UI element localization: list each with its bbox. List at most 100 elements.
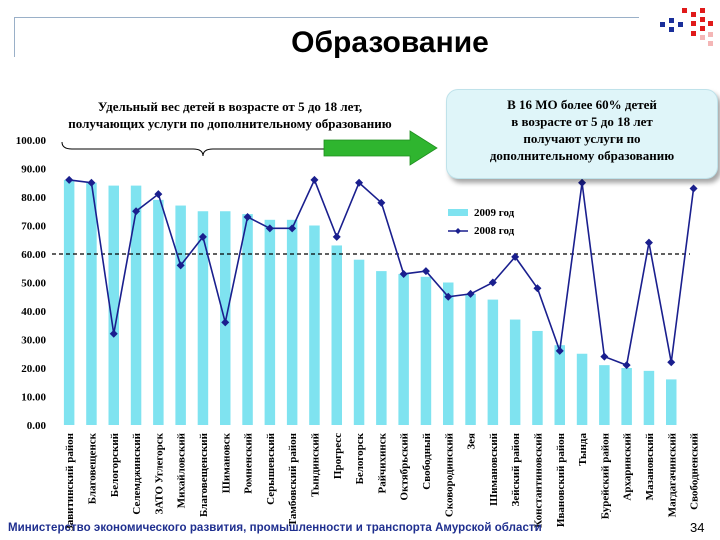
- x-tick-label: Благовещенский: [198, 432, 210, 517]
- bar-2009: [242, 214, 253, 425]
- bar-2009: [197, 211, 209, 425]
- x-tick-label: Мазановский: [644, 432, 656, 500]
- decorative-dots-icon: [660, 8, 713, 46]
- x-tick-label: Завитинский район: [64, 432, 76, 531]
- point-2008: [511, 252, 520, 261]
- x-tick-label: Белогорский: [109, 432, 121, 497]
- dot-pink: [700, 35, 705, 40]
- point-2008: [622, 361, 631, 370]
- x-tick-label: ЗАТО Углегорск: [153, 432, 165, 514]
- point-2008: [421, 267, 430, 276]
- y-tick-label: 20.00: [21, 363, 46, 375]
- bar-2009: [376, 271, 387, 425]
- frame-line-horizontal: [14, 17, 639, 18]
- bar-2009: [220, 211, 231, 425]
- dot-blue: [669, 27, 674, 32]
- y-tick-label: 80.00: [21, 192, 46, 204]
- point-2008: [644, 238, 653, 247]
- point-2008: [198, 232, 207, 241]
- bar-2009: [554, 345, 565, 425]
- x-tick-label: Тындинский: [309, 432, 321, 497]
- x-tick-label: Прогресс: [332, 433, 344, 479]
- point-2008: [132, 207, 141, 216]
- bar-2009: [621, 368, 632, 425]
- legend-2008-marker: [455, 228, 461, 234]
- point-2008: [555, 346, 564, 355]
- legend-2009-swatch: [448, 209, 468, 216]
- x-tick-label: Ивановский район: [555, 432, 567, 527]
- chart-subtitle-line-2: получающих услуги по дополнительному обр…: [68, 116, 392, 131]
- dot-pink: [708, 41, 713, 46]
- bar-2009: [599, 365, 610, 425]
- y-tick-label: 100.00: [16, 135, 47, 147]
- callout-arrow: [323, 130, 438, 166]
- point-2008: [243, 212, 252, 221]
- point-2008: [310, 175, 319, 184]
- x-tick-label: Магдагачинский: [666, 432, 678, 517]
- y-tick-label: 60.00: [21, 249, 46, 261]
- bar-2009: [264, 219, 276, 425]
- x-tick-label: Зея: [466, 433, 478, 450]
- y-tick-label: 30.00: [21, 335, 46, 347]
- dot-red: [700, 8, 705, 13]
- dot-blue: [678, 22, 683, 27]
- dot-red: [700, 26, 705, 31]
- chart-subtitle: Удельный вес детей в возрасте от 5 до 18…: [30, 98, 430, 132]
- point-2008: [288, 224, 297, 233]
- dot-red: [691, 12, 696, 17]
- point-2008: [399, 269, 408, 278]
- point-2008: [667, 358, 676, 367]
- x-tick-label: Селемджинский: [131, 432, 143, 514]
- point-2008: [578, 178, 587, 187]
- x-tick-label: Архаринский: [622, 432, 634, 500]
- dot-pink: [708, 32, 713, 37]
- y-tick-label: 90.00: [21, 164, 46, 176]
- callout-box: В 16 МО более 60% детей в возрасте от 5 …: [446, 89, 718, 179]
- x-tick-label: Благовещенск: [86, 432, 98, 504]
- slide-title: Образование: [291, 26, 489, 59]
- callout-line-1: В 16 МО более 60% детей: [507, 97, 657, 112]
- dot-blue: [669, 18, 674, 23]
- bar-2009: [532, 330, 543, 425]
- y-tick-label: 50.00: [21, 278, 46, 290]
- point-2008: [109, 329, 118, 338]
- bar-2009: [86, 182, 97, 425]
- bar-2009: [286, 219, 298, 425]
- page-number: 34: [690, 520, 705, 535]
- bar-2009: [643, 370, 655, 425]
- bar-2009: [509, 319, 521, 425]
- x-tick-label: Свободненский: [689, 432, 701, 510]
- callout-line-4: дополнительному образованию: [489, 148, 675, 163]
- point-2008: [689, 184, 698, 193]
- point-2008: [355, 178, 364, 187]
- x-tick-label: Тында: [577, 433, 589, 466]
- bar-2009: [108, 185, 119, 425]
- point-2008: [332, 232, 341, 241]
- x-tick-label: Константиновский: [532, 432, 544, 527]
- point-2008: [488, 278, 497, 287]
- point-2008: [533, 284, 542, 293]
- dot-red: [700, 17, 705, 22]
- point-2008: [65, 175, 74, 184]
- x-tick-label: Ромненский: [243, 432, 255, 493]
- y-tick-label: 70.00: [21, 221, 46, 233]
- point-2008: [600, 352, 609, 361]
- bar-2009: [398, 273, 409, 425]
- dot-red: [691, 31, 696, 36]
- y-tick-label: 0.00: [27, 420, 47, 432]
- x-tick-label: Серышевский: [265, 432, 277, 504]
- point-2008: [466, 289, 475, 298]
- point-2008: [221, 318, 230, 327]
- bar-2009: [130, 185, 142, 425]
- dot-blue: [660, 22, 665, 27]
- bar-2009: [487, 299, 499, 425]
- dot-red: [691, 21, 696, 26]
- chart-subtitle-line-1: Удельный вес детей в возрасте от 5 до 18…: [97, 99, 363, 114]
- bar-2009: [63, 179, 75, 425]
- bar-2009: [331, 245, 342, 425]
- bar-2009: [309, 225, 320, 425]
- x-tick-label: Тамбовский район: [287, 432, 299, 526]
- x-tick-label: Михайловский: [176, 432, 188, 508]
- point-2008: [377, 198, 386, 207]
